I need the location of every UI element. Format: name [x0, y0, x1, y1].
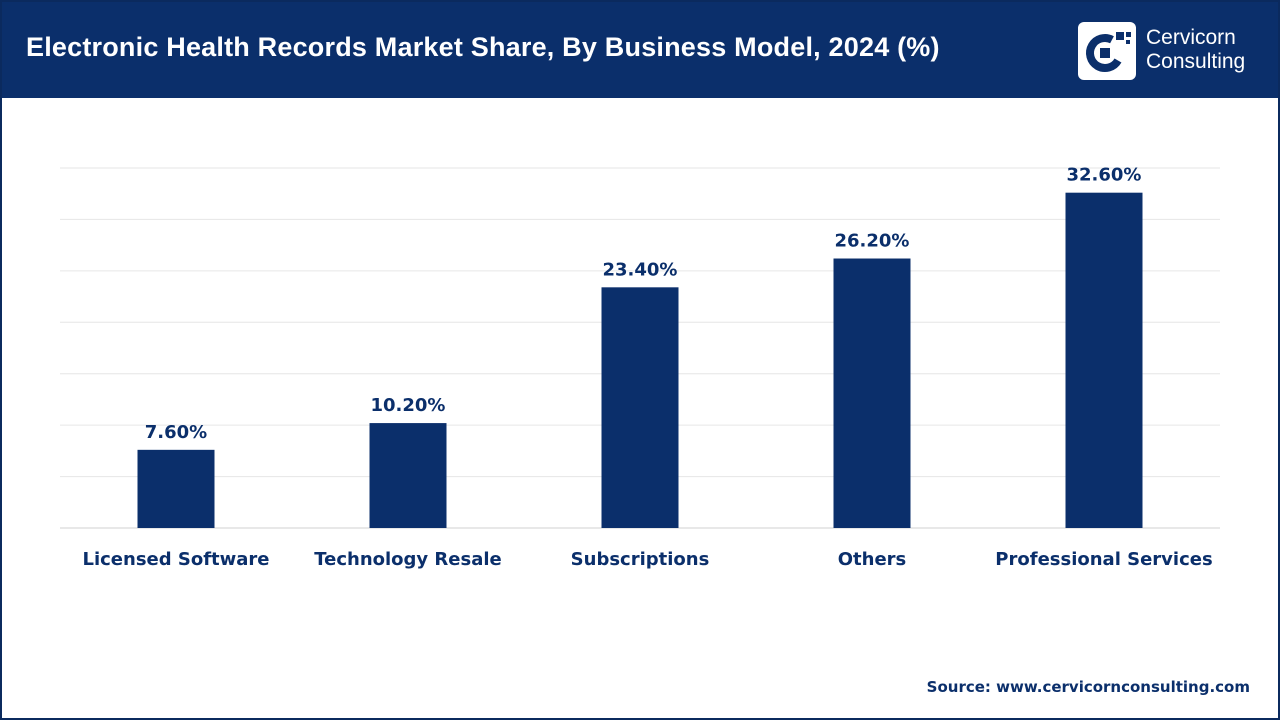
category-label: Technology Resale: [314, 549, 502, 570]
bar-professional-services: [1065, 192, 1143, 528]
bars: [137, 192, 1143, 528]
bar-technology-resale: [369, 423, 447, 528]
bar-licensed-software: [137, 449, 215, 528]
category-label: Licensed Software: [82, 549, 269, 570]
header-banner: Electronic Health Records Market Share, …: [2, 2, 1278, 98]
chart-title: Electronic Health Records Market Share, …: [26, 32, 940, 62]
data-label: 26.20%: [835, 231, 910, 252]
data-label: 32.60%: [1067, 165, 1142, 186]
category-label: Subscriptions: [571, 549, 710, 570]
data-labels: 7.60% 10.20% 23.40% 26.20% 32.60%: [145, 165, 1142, 443]
bar-chart: 7.60% 10.20% 23.40% 26.20% 32.60% Licensed S…: [60, 165, 1220, 570]
category-label: Others: [838, 549, 907, 570]
category-labels: Licensed Software Technology Resale Subscr…: [82, 549, 1212, 570]
bar-subscriptions: [601, 287, 679, 528]
data-label: 7.60%: [145, 422, 207, 443]
data-label: 10.20%: [371, 395, 446, 416]
bar-others: [833, 258, 911, 528]
category-label: Professional Services: [995, 549, 1212, 570]
logo-mark-icon: [1078, 22, 1136, 80]
company-logo: Cervicorn Consulting: [1078, 20, 1268, 82]
logo-text: Cervicorn Consulting: [1146, 26, 1245, 74]
source-note: Source: www.cervicornconsulting.com: [926, 678, 1250, 696]
logo-line-1: Cervicorn: [1146, 26, 1236, 49]
logo-line-2: Consulting: [1146, 50, 1246, 73]
data-label: 23.40%: [603, 259, 678, 280]
